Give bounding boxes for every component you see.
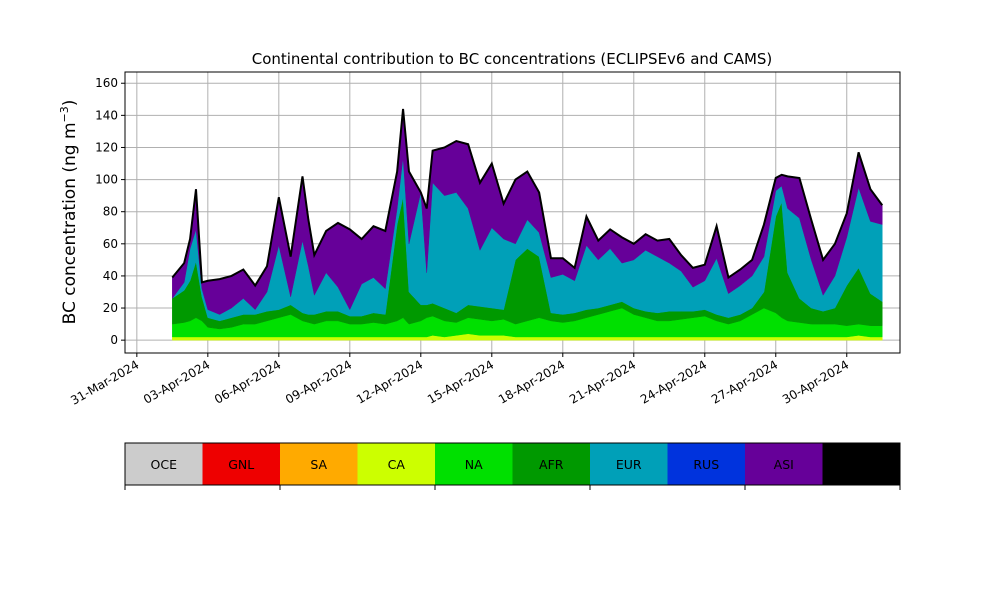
y-tick-label: 140	[95, 108, 118, 122]
y-axis-label: BC concentration (ng m−3)	[58, 100, 80, 325]
x-tick-label: 30-Apr-2024	[780, 357, 851, 406]
y-axis-label-close: )	[60, 100, 80, 107]
legend-label-asi: ASI	[774, 457, 794, 472]
y-tick-label: 0	[110, 333, 118, 347]
chart-title: Continental contribution to BC concentra…	[252, 50, 773, 68]
x-tick-label: 18-Apr-2024	[496, 357, 567, 406]
y-axis-label-main: BC concentration (ng m	[60, 122, 80, 324]
y-tick-label: 60	[103, 237, 118, 251]
legend-label-eur: EUR	[616, 457, 642, 472]
x-tick-label: 06-Apr-2024	[212, 357, 283, 406]
colorbar-legend: OCE GNL SA CA NA AFR EUR RUS ASI AUS	[124, 442, 901, 490]
y-tick-label: 20	[103, 301, 118, 315]
legend-swatch-afr	[512, 443, 591, 485]
y-tick-label: 120	[95, 140, 118, 154]
x-tick-label: 24-Apr-2024	[638, 357, 709, 406]
x-tick-label: 31-Mar-2024	[68, 357, 141, 407]
legend-swatch-aus	[822, 443, 901, 485]
x-tick-label: 27-Apr-2024	[709, 357, 780, 406]
legend-label-aus: AUS	[848, 457, 874, 472]
stacked-areas	[171, 108, 884, 341]
plot-frame	[124, 71, 901, 354]
legend-swatch-asi	[745, 443, 823, 485]
y-axis-ticks: 0 20 40 60 80 100 120 140 160	[95, 76, 125, 347]
legend-swatch-oce	[125, 443, 203, 485]
x-tick-label: 03-Apr-2024	[141, 357, 212, 406]
legend-label-na: NA	[465, 457, 483, 472]
legend-label-gnl: GNL	[228, 457, 254, 472]
legend-label-sa: SA	[310, 457, 327, 472]
x-tick-label: 09-Apr-2024	[283, 357, 354, 406]
legend-swatch-sa	[280, 443, 358, 485]
y-tick-label: 160	[95, 76, 118, 90]
x-axis-ticks: 31-Mar-2024 03-Apr-2024 06-Apr-2024 09-Apr-…	[68, 353, 851, 408]
y-tick-label: 80	[103, 205, 118, 219]
legend-swatch-rus	[667, 443, 746, 485]
legend-label-ca: CA	[388, 457, 406, 472]
x-tick-label: 15-Apr-2024	[425, 357, 496, 406]
legend-swatch-ca	[357, 443, 436, 485]
legend-label-oce: OCE	[151, 457, 178, 472]
legend-label-afr: AFR	[539, 457, 564, 472]
legend-swatch-gnl	[202, 443, 281, 485]
y-tick-label: 40	[103, 269, 118, 283]
legend-swatch-na	[435, 443, 513, 485]
y-tick-label: 100	[95, 173, 118, 187]
total-line	[171, 108, 884, 288]
legend-swatch-eur	[590, 443, 668, 485]
x-tick-label: 21-Apr-2024	[567, 357, 638, 406]
legend-frame	[124, 442, 901, 486]
legend-label-rus: RUS	[693, 457, 719, 472]
y-axis-label-sup: −3	[58, 106, 71, 122]
x-tick-label: 12-Apr-2024	[354, 357, 425, 406]
